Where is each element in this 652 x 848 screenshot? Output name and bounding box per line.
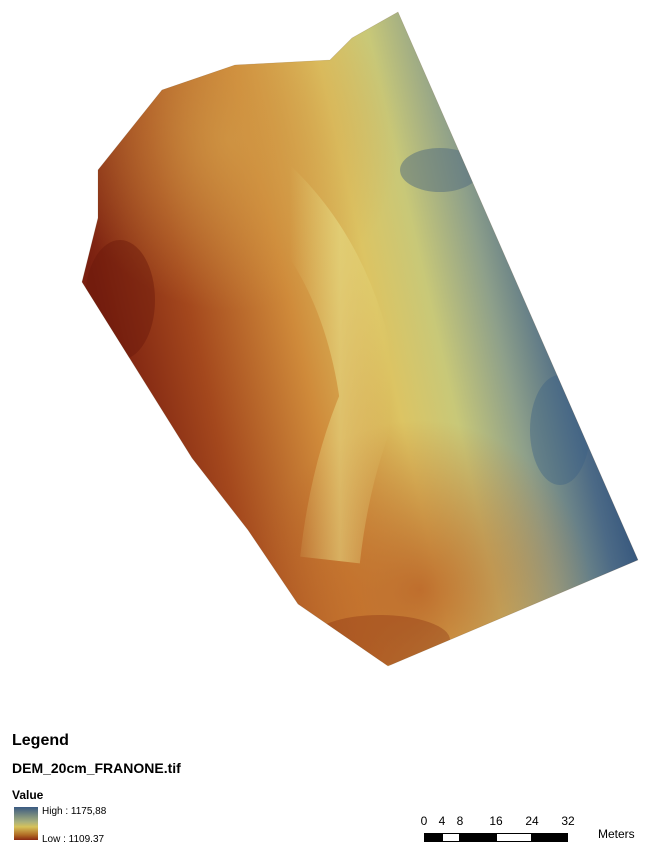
scale-unit-label: Meters [598, 827, 635, 841]
scale-segment [532, 833, 568, 842]
dem-raster-map [81, 11, 639, 667]
scale-segment [460, 833, 496, 842]
scale-segment [442, 833, 460, 842]
legend-color-ramp [14, 807, 38, 840]
scale-segment [496, 833, 532, 842]
scale-tick-32: 32 [561, 814, 575, 828]
scale-tick-16: 16 [489, 814, 503, 828]
scale-tick-0: 0 [420, 814, 428, 828]
scale-tick-24: 24 [525, 814, 539, 828]
scale-bar: 0 4 8 16 24 32 Meters [418, 814, 648, 848]
legend-layer-name: DEM_20cm_FRANONE.tif [12, 760, 181, 776]
scale-tick-8: 8 [456, 814, 464, 828]
scale-tick-4: 4 [438, 814, 446, 828]
legend-value-label: Value [12, 788, 44, 802]
scale-segment [424, 833, 442, 842]
legend-title: Legend [12, 732, 69, 749]
dem-raster [82, 12, 638, 666]
legend-low-label: Low : 1109.37 [42, 834, 105, 845]
dem-footprint-outline [81, 11, 639, 667]
legend-high-label: High : 1175,88 [42, 806, 107, 817]
